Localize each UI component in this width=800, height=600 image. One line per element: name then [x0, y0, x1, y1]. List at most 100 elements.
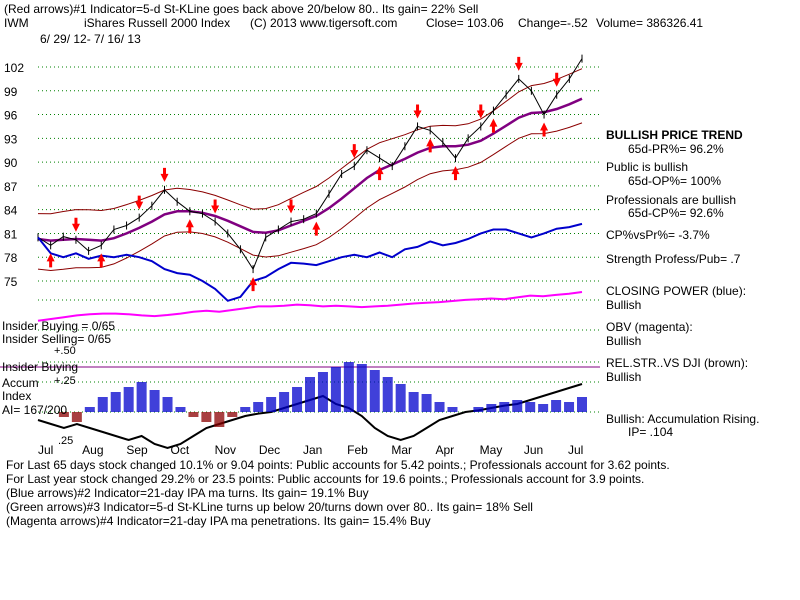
buy-arrow — [46, 253, 55, 268]
buy-arrow — [489, 118, 498, 133]
y-tick-label: 75 — [4, 275, 18, 289]
signal-header: (Red arrows)#1 Indicator=5-d St-KLine go… — [4, 2, 479, 16]
x-tick-label: Aug — [82, 443, 103, 457]
x-tick-label: Mar — [391, 443, 412, 457]
x-tick-label: May — [480, 443, 503, 457]
x-tick-label: Jul — [38, 443, 53, 457]
footer-line-year: For Last year stock changed 29.2% or 23.… — [6, 472, 645, 486]
closing-power-status: Bullish — [606, 298, 642, 312]
y-tick-label: 96 — [4, 109, 18, 123]
x-tick-label: Oct — [171, 443, 190, 457]
copyright: (C) 2013 www.tigersoft.com — [250, 16, 398, 30]
accum-bar — [395, 384, 406, 412]
y-tick-label: 81 — [4, 227, 18, 241]
x-tick-label: Jul — [568, 443, 583, 457]
x-tick-label: Jan — [303, 443, 322, 457]
insider-buying-mid: Insider Buying — [2, 360, 79, 374]
accum-bar — [97, 397, 108, 412]
plus-50-label: +.50 — [54, 345, 76, 357]
y-axis-ticks: 102 99 96 93 90 87 84 81 78 75 — [4, 61, 24, 289]
sell-arrow — [135, 195, 144, 210]
accum-bar — [538, 404, 549, 412]
accum-bar — [564, 402, 575, 412]
buy-arrow — [185, 219, 194, 234]
accum-bar — [343, 362, 354, 412]
accum-bar — [473, 407, 484, 412]
sell-arrow — [413, 104, 422, 119]
accum-bar — [408, 392, 419, 412]
y-tick-label: 102 — [4, 61, 24, 75]
accum-bar — [382, 377, 393, 412]
bollinger-bands — [37, 68, 583, 272]
accum-bar — [123, 387, 134, 412]
accum-bar — [162, 397, 173, 412]
accum-bar — [201, 412, 212, 422]
accum-label: Accum — [2, 376, 39, 390]
accum-bar — [512, 400, 523, 412]
accum-bar — [279, 392, 290, 412]
cpvspr-value: CP%vsPr%= -3.7% — [606, 228, 710, 242]
signal-arrows — [46, 56, 561, 292]
accum-bar — [292, 387, 303, 412]
change-value: Change=-.52 — [518, 16, 588, 30]
insider-buying-label: Insider Buying = 0/65 — [2, 319, 116, 333]
closing-power-label: CLOSING POWER (blue): — [606, 284, 747, 298]
moving-average-line — [37, 97, 583, 242]
chart-title: iShares Russell 2000 Index — [84, 16, 231, 30]
accum-bar — [486, 404, 497, 412]
buy-arrow — [312, 221, 321, 236]
accum-bar — [214, 412, 225, 427]
accum-bar — [356, 364, 367, 412]
accum-rising-label: Bullish: Accumulation Rising. — [606, 412, 760, 426]
accum-bar — [149, 390, 160, 412]
accum-bar — [421, 394, 432, 412]
accum-bar — [369, 370, 380, 412]
x-tick-label: Jun — [524, 443, 543, 457]
y-tick-label: 99 — [4, 85, 18, 99]
x-tick-label: Apr — [436, 443, 455, 457]
x-tick-label: Nov — [215, 443, 236, 457]
footer-magenta-arrows: (Magenta arrows)#4 Indicator=21-day IPA … — [6, 514, 431, 528]
op-value: 65d-OP%= 100% — [628, 174, 722, 188]
accum-bar — [136, 382, 147, 412]
buy-arrow — [426, 138, 435, 153]
trend-title: BULLISH PRICE TREND — [606, 128, 743, 142]
relstr-status: Bullish — [606, 370, 642, 384]
accum-bar — [266, 397, 277, 412]
accum-bar — [58, 412, 69, 417]
x-tick-label: Dec — [259, 443, 280, 457]
accum-bar — [175, 407, 186, 412]
sell-arrow — [287, 199, 296, 214]
index-label: Index — [2, 389, 32, 403]
insider-selling-label: Insider Selling= 0/65 — [2, 332, 112, 346]
y-tick-label: 84 — [4, 204, 18, 218]
y-tick-label: 87 — [4, 180, 18, 194]
footer-line-65days: For Last 65 days stock changed 10.1% or … — [6, 458, 670, 472]
footer-blue-arrows: (Blue arrows)#2 Indicator=21-day IPA ma … — [6, 486, 369, 500]
lower-band — [37, 122, 583, 272]
accum-bar — [253, 402, 264, 412]
buy-arrow — [97, 253, 106, 268]
accum-bar — [330, 367, 341, 412]
price-line — [37, 58, 583, 271]
pr-value: 65d-PR%= 96.2% — [628, 142, 724, 156]
plus-25-label: +.25 — [54, 375, 76, 387]
minus-25-label: .25 — [58, 435, 74, 447]
date-range: 6/ 29/ 12- 7/ 16/ 13 — [40, 32, 141, 46]
accum-bar — [317, 372, 328, 412]
accum-bar — [577, 397, 587, 412]
y-tick-label: 90 — [4, 156, 18, 170]
y-tick-label: 93 — [4, 132, 18, 146]
ai-label: AI= 167/200 — [2, 403, 68, 417]
obv-line — [37, 291, 583, 322]
ticker-symbol: IWM — [4, 16, 29, 30]
sell-arrow — [160, 167, 169, 182]
strength-value: Strength Profess/Pub= .7 — [606, 252, 741, 266]
professionals-status: Professionals are bullish — [606, 193, 737, 207]
accumulation-histogram — [58, 362, 587, 427]
accum-bar — [71, 412, 82, 422]
buy-arrow — [451, 166, 460, 181]
obv-status: Bullish — [606, 334, 642, 348]
upper-band — [37, 68, 583, 215]
sell-arrow — [552, 72, 561, 87]
